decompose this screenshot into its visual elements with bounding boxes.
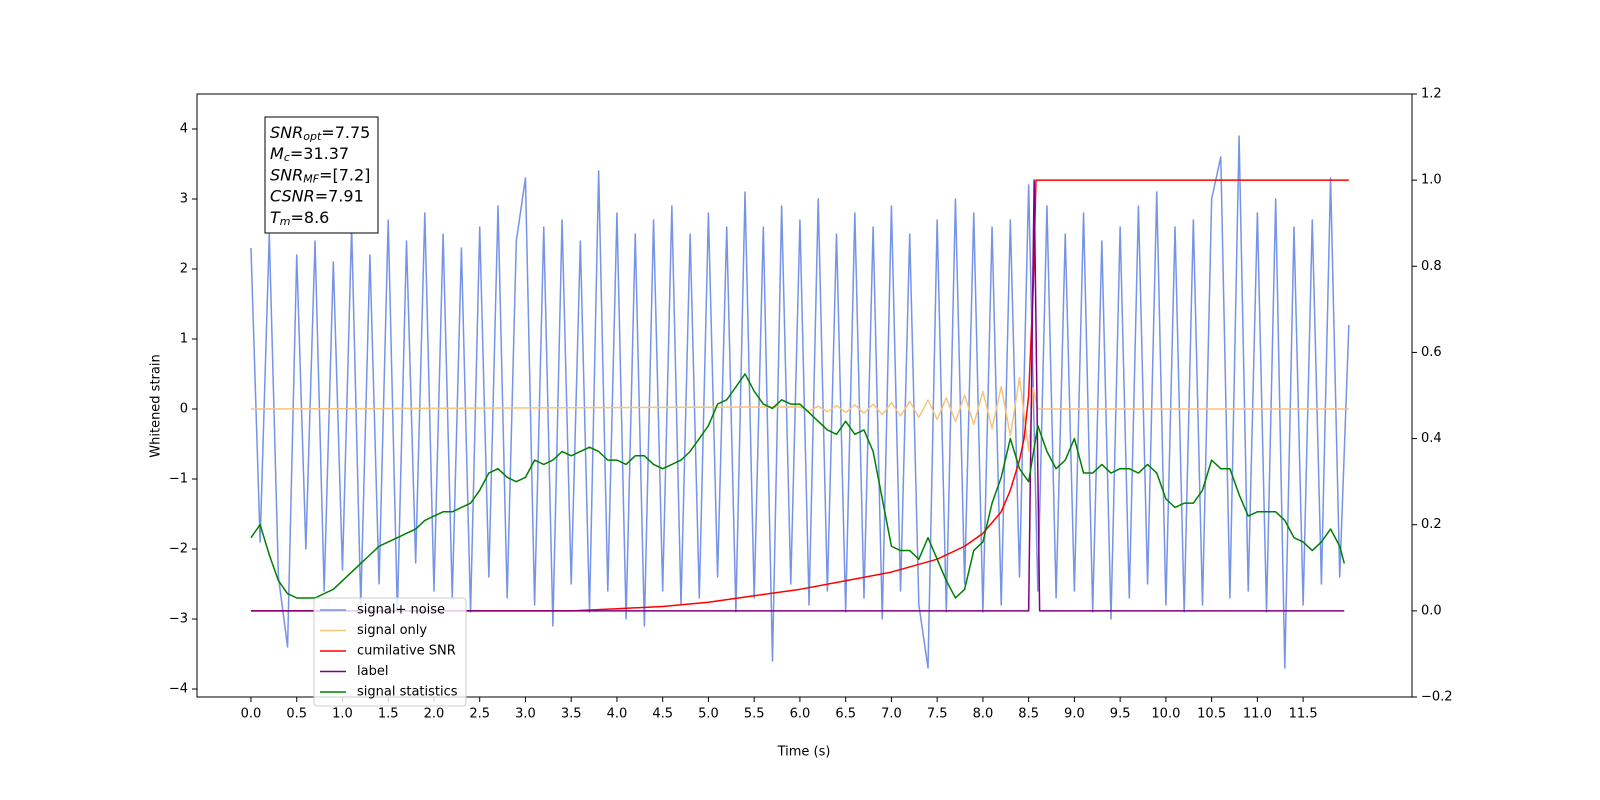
annotation-sub: MF: [303, 172, 319, 185]
x-tick-label: 9.0: [1064, 707, 1085, 722]
y-tick-label: 4: [180, 122, 188, 137]
legend-label: signal only: [357, 623, 427, 638]
x-tick-label: 3.5: [561, 707, 582, 722]
annotation-rest: =7.75: [321, 123, 370, 142]
y2-tick-label: 0.2: [1421, 517, 1442, 532]
legend-label: cumilative SNR: [357, 644, 456, 659]
y2-tick-label: 1.2: [1421, 87, 1442, 102]
y-tick-label: 0: [180, 402, 188, 417]
legend-label: label: [357, 664, 388, 679]
annotation-rest: =7.91: [315, 186, 364, 205]
annotation-main: CSNR: [270, 186, 315, 205]
x-tick-label: 5.0: [698, 707, 719, 722]
legend-label: signal statistics: [357, 685, 458, 700]
annotation-main: SNR: [270, 123, 303, 142]
x-tick-label: 5.5: [744, 707, 765, 722]
annotation-main: SNR: [270, 165, 303, 184]
annotation-sub: c: [284, 151, 290, 164]
plot-frame: [196, 93, 1413, 698]
annotation-line: Mc=31.37: [270, 144, 349, 165]
x-tick-label: 6.0: [790, 707, 811, 722]
annotation-rest: =8.6: [291, 207, 330, 226]
x-tick-label: 8.0: [973, 707, 994, 722]
y-tick-label: −2: [169, 542, 188, 557]
x-tick-label: 10.5: [1197, 707, 1226, 722]
y-tick-label: 1: [180, 332, 188, 347]
x-tick-label: 4.5: [652, 707, 673, 722]
series-line: [250, 179, 1349, 612]
y2-tick-label: 0.4: [1421, 431, 1442, 446]
x-tick-label: 2.0: [424, 707, 445, 722]
annotation-line: CSNR=7.91: [270, 186, 364, 205]
x-tick-label: 8.5: [1018, 707, 1039, 722]
annotation-rest: =31.37: [290, 144, 349, 163]
y-tick-label: −1: [169, 472, 188, 487]
x-tick-label: 9.5: [1110, 707, 1131, 722]
annotation-line: Tm=8.6: [270, 207, 329, 228]
legend-label: signal+ noise: [357, 603, 445, 618]
x-axis-label: Time (s): [777, 745, 831, 760]
annotation-sub: m: [280, 215, 291, 228]
x-tick-label: 10.0: [1151, 707, 1180, 722]
x-tick-label: 11.5: [1289, 707, 1318, 722]
annotation-rest: =[7.2]: [319, 165, 370, 184]
x-tick-label: 1.0: [332, 707, 353, 722]
y2-tick-label: 0.0: [1421, 603, 1442, 618]
annotation-main: T: [270, 207, 281, 226]
y-tick-label: −4: [169, 682, 188, 697]
x-tick-label: 1.5: [378, 707, 399, 722]
annotation-line: SNRMF=[7.2]: [270, 165, 370, 186]
y2-tick-label: −0.2: [1421, 690, 1453, 705]
x-tick-label: 6.5: [835, 707, 856, 722]
x-tick-label: 7.5: [927, 707, 948, 722]
annotation-main: M: [270, 144, 284, 163]
y-tick-label: 3: [180, 192, 188, 207]
series-line: [250, 376, 1349, 452]
y-axis-label: Whitened strain: [149, 354, 164, 457]
y-tick-label: 2: [180, 262, 188, 277]
x-tick-label: 11.0: [1243, 707, 1272, 722]
legend-box: [313, 597, 467, 707]
y-tick-label: −3: [169, 612, 188, 627]
x-tick-label: 0.0: [241, 707, 262, 722]
x-tick-label: 7.0: [881, 707, 902, 722]
annotation-sub: opt: [303, 130, 322, 143]
y2-tick-label: 1.0: [1421, 173, 1442, 188]
annotation-box: [264, 116, 379, 234]
y2-tick-label: 0.8: [1421, 259, 1442, 274]
x-tick-label: 2.5: [469, 707, 490, 722]
x-tick-label: 3.0: [515, 707, 536, 722]
series-line: [250, 135, 1350, 669]
series-line: [250, 179, 1345, 612]
annotation-line: SNRopt=7.75: [270, 123, 370, 144]
x-tick-label: 0.5: [286, 707, 307, 722]
y2-tick-label: 0.6: [1421, 345, 1442, 360]
series-line: [250, 373, 1346, 599]
x-tick-label: 4.0: [607, 707, 628, 722]
